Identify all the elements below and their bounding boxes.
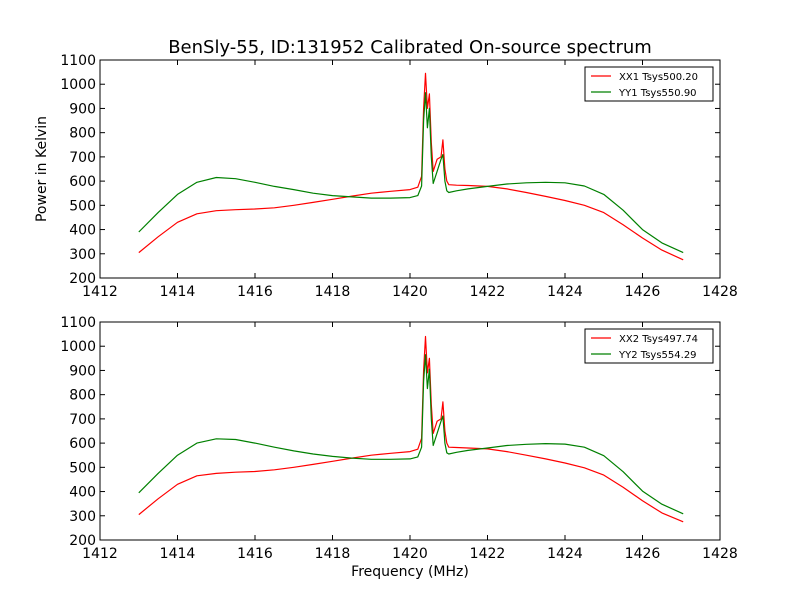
legend: XX2 Tsys497.74 YY2 Tsys554.29 xyxy=(584,328,714,364)
y-tick-label: 700 xyxy=(69,412,96,428)
legend: XX1 Tsys500.20 YY1 Tsys550.90 xyxy=(584,66,714,102)
y-tick-label: 400 xyxy=(69,485,96,501)
y-tick-label: 900 xyxy=(69,363,96,379)
y-tick-label: 1000 xyxy=(60,339,96,355)
y-tick-label: 500 xyxy=(69,198,96,214)
y-tick-label: 900 xyxy=(69,101,96,117)
x-tick-label: 1428 xyxy=(702,284,738,300)
y-tick-label: 600 xyxy=(69,436,96,452)
x-tick-label: 1422 xyxy=(470,284,506,300)
x-tick-label: 1416 xyxy=(237,284,273,300)
y-tick-label: 500 xyxy=(69,460,96,476)
x-tick-label: 1416 xyxy=(237,546,273,562)
x-tick-label: 1426 xyxy=(625,284,661,300)
x-tick-label: 1414 xyxy=(160,284,196,300)
y-tick-label: 1100 xyxy=(60,53,96,69)
y-tick-label: 200 xyxy=(69,533,96,549)
x-tick-label: 1426 xyxy=(625,546,661,562)
figure-title: BenSly-55, ID:131952 Calibrated On-sourc… xyxy=(168,37,652,58)
y-tick-label: 800 xyxy=(69,388,96,404)
x-tick-label: 1428 xyxy=(702,546,738,562)
legend-label: YY1 Tsys550.90 xyxy=(618,88,697,99)
x-tick-label: 1424 xyxy=(547,546,583,562)
x-axis-label: Frequency (MHz) xyxy=(351,564,469,580)
x-tick-label: 1418 xyxy=(315,546,351,562)
legend-box xyxy=(584,328,714,364)
y-tick-label: 1000 xyxy=(60,77,96,93)
y-tick-label: 1100 xyxy=(60,315,96,331)
series-line-2-2 xyxy=(138,354,684,515)
y-tick-label: 300 xyxy=(69,509,96,525)
y-tick-label: 400 xyxy=(69,223,96,239)
legend-label: XX2 Tsys497.74 xyxy=(619,334,698,345)
x-tick-label: 1412 xyxy=(82,546,118,562)
x-tick-label: 1420 xyxy=(392,284,428,300)
x-tick-label: 1418 xyxy=(315,284,351,300)
x-tick-label: 1420 xyxy=(392,546,428,562)
plot-panels: 1412 1414 1416 1418 1420 1422 1424 1426 1428 200 3… xyxy=(60,53,737,562)
x-tick-label: 1412 xyxy=(82,284,118,300)
series-line-1-2 xyxy=(138,92,684,254)
y-axis-label: Power in Kelvin xyxy=(34,116,50,222)
x-tick-label: 1422 xyxy=(470,546,506,562)
panel-2: 1412 1414 1416 1418 1420 1422 1424 1426 1428 200 3… xyxy=(60,315,737,562)
y-tick-label: 200 xyxy=(69,271,96,287)
y-tick-label: 300 xyxy=(69,247,96,263)
legend-label: YY2 Tsys554.29 xyxy=(618,350,697,361)
legend-label: XX1 Tsys500.20 xyxy=(619,72,698,83)
panel-1: 1412 1414 1416 1418 1420 1422 1424 1426 1428 200 3… xyxy=(60,53,737,300)
y-tick-label: 800 xyxy=(69,126,96,142)
legend-box xyxy=(584,66,714,102)
y-tick-label: 600 xyxy=(69,174,96,190)
x-tick-label: 1424 xyxy=(547,284,583,300)
x-tick-label: 1414 xyxy=(160,546,196,562)
y-tick-label: 700 xyxy=(69,150,96,166)
